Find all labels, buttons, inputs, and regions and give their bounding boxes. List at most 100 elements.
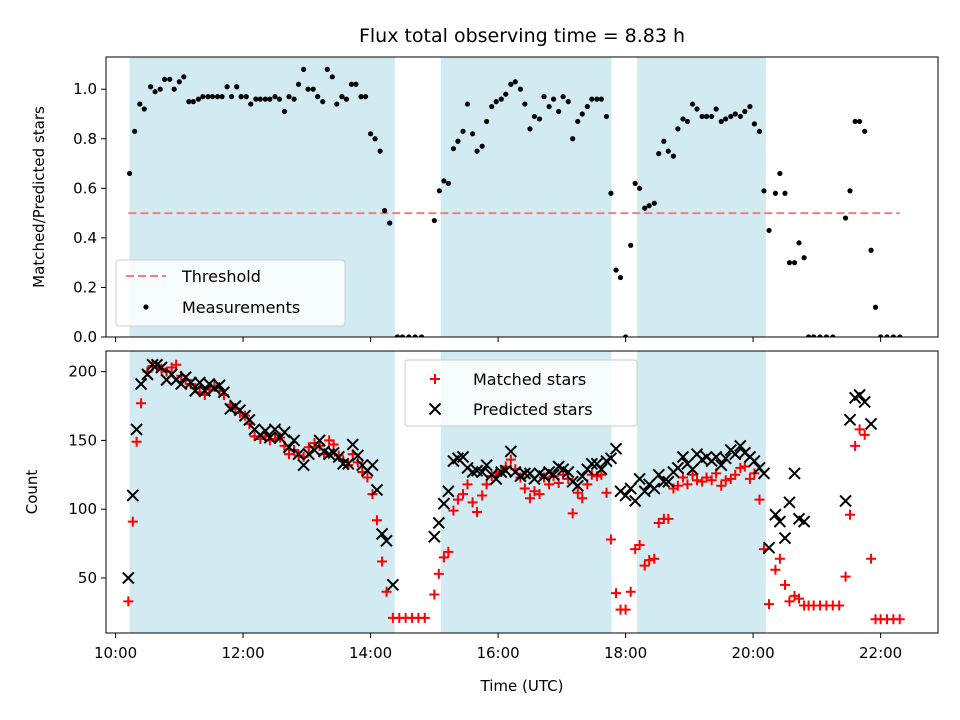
measurement-point [541,94,547,100]
predicted-star-point [287,434,301,447]
matched-star-point [754,494,765,505]
matched-star-point [644,555,655,566]
measurement-point [737,113,743,120]
predicted-star-point [676,450,690,464]
measurement-point [137,101,143,107]
predicted-star-point [217,386,231,399]
measurement-point [324,66,330,72]
measurement-point [550,96,557,102]
matched-star-point [739,461,750,472]
measurement-point [315,94,321,100]
measurement-point [181,74,187,80]
matched-star-point [692,475,703,486]
legend-predicted-label: Predicted stars [473,400,593,419]
matched-star-point [894,614,905,625]
predicted-star-point [375,527,389,541]
predicted-star-point [624,482,637,495]
measurement-point [862,128,868,134]
predicted-star-point [141,368,154,381]
measurement-point [320,99,326,105]
matched-star-point [136,398,147,409]
predicted-star-point [432,516,446,530]
measurement-point [310,86,316,92]
predicted-star-point [619,489,632,502]
predicted-star-point [263,431,277,444]
x-tick-label: 14:00 [349,644,392,662]
predicted-star-point [769,508,782,521]
measurement-point [276,96,283,102]
measurement-point [786,260,793,266]
legend-measurements-swatch [143,304,149,310]
measurement-point [823,334,830,337]
matched-star-point [859,429,870,440]
x-tick-label: 12:00 [221,644,264,662]
measurement-point [598,96,604,102]
y-tick-label: 0.6 [73,179,97,197]
matched-star-point [730,469,741,480]
predicted-star-point [302,447,315,461]
legend: Threshold Measurements [115,259,346,327]
measurement-point [646,203,652,209]
measurement-point [675,126,681,132]
measurement-point [484,118,490,125]
matched-star-point [779,579,790,590]
predicted-star-point [734,439,747,453]
matched-star-point [452,494,463,505]
matched-star-point [764,599,775,610]
matched-star-point [283,449,294,460]
measurement-point [782,190,788,196]
matched-star-point [601,487,612,498]
measurement-point [594,96,600,102]
measurement-point [167,76,173,82]
measurement-point [897,334,903,337]
predicted-star-point [366,458,379,472]
measurement-point [295,81,302,87]
measurement-point [570,136,576,142]
measurement-point [200,94,206,100]
measurement-point [651,200,657,206]
measurement-point [642,205,648,211]
matched-star-point [649,553,660,564]
matched-star-point [131,436,142,447]
matched-star-point [171,359,182,370]
measurement-point [343,96,349,102]
matched-star-point [834,600,845,611]
measurement-point [281,108,288,115]
predicted-star-point [332,450,345,464]
measurement-point [777,170,783,177]
predicted-star-point [839,494,852,508]
predicted-star-point [480,458,493,472]
predicted-star-point [797,515,811,528]
measurement-point [195,96,202,102]
measurement-point [148,84,154,90]
measurement-point [387,220,393,226]
measurement-point [680,116,686,122]
y-tick-label: 200 [68,363,97,381]
predicted-star-point [292,447,305,461]
predicted-star-point [638,485,651,498]
predicted-star-point [297,458,310,472]
top-panel: 0.0 0.2 0.4 0.6 0.8 1.0 Matched/Predicted star… [30,56,939,346]
measurement-point [238,94,244,100]
matched-star-point [639,560,650,571]
measurement-point [791,260,798,266]
x-tick-label: 20:00 [731,644,774,662]
measurement-point [699,113,705,120]
measurement-point [694,106,700,112]
measurement-point [718,118,724,125]
predicted-star-point [719,452,732,465]
measurement-point [723,116,729,122]
predicted-star-point [858,395,871,409]
predicted-star-point [189,384,202,398]
measurement-point [665,148,671,154]
bottom-panel: 50 100 150 200 10:00 12:00 14:00 16:00 18:00 20:0… [23,350,939,662]
measurement-point [286,94,292,100]
predicted-star-point [126,489,139,502]
matched-star-point [362,472,373,483]
measurement-point [305,86,311,92]
measurement-point [872,304,879,310]
x-tick-label: 22:00 [859,644,902,662]
chart-title: Flux total observing time = 8.83 h [359,25,685,47]
predicted-star-point [843,413,857,426]
measurement-point [617,274,624,281]
